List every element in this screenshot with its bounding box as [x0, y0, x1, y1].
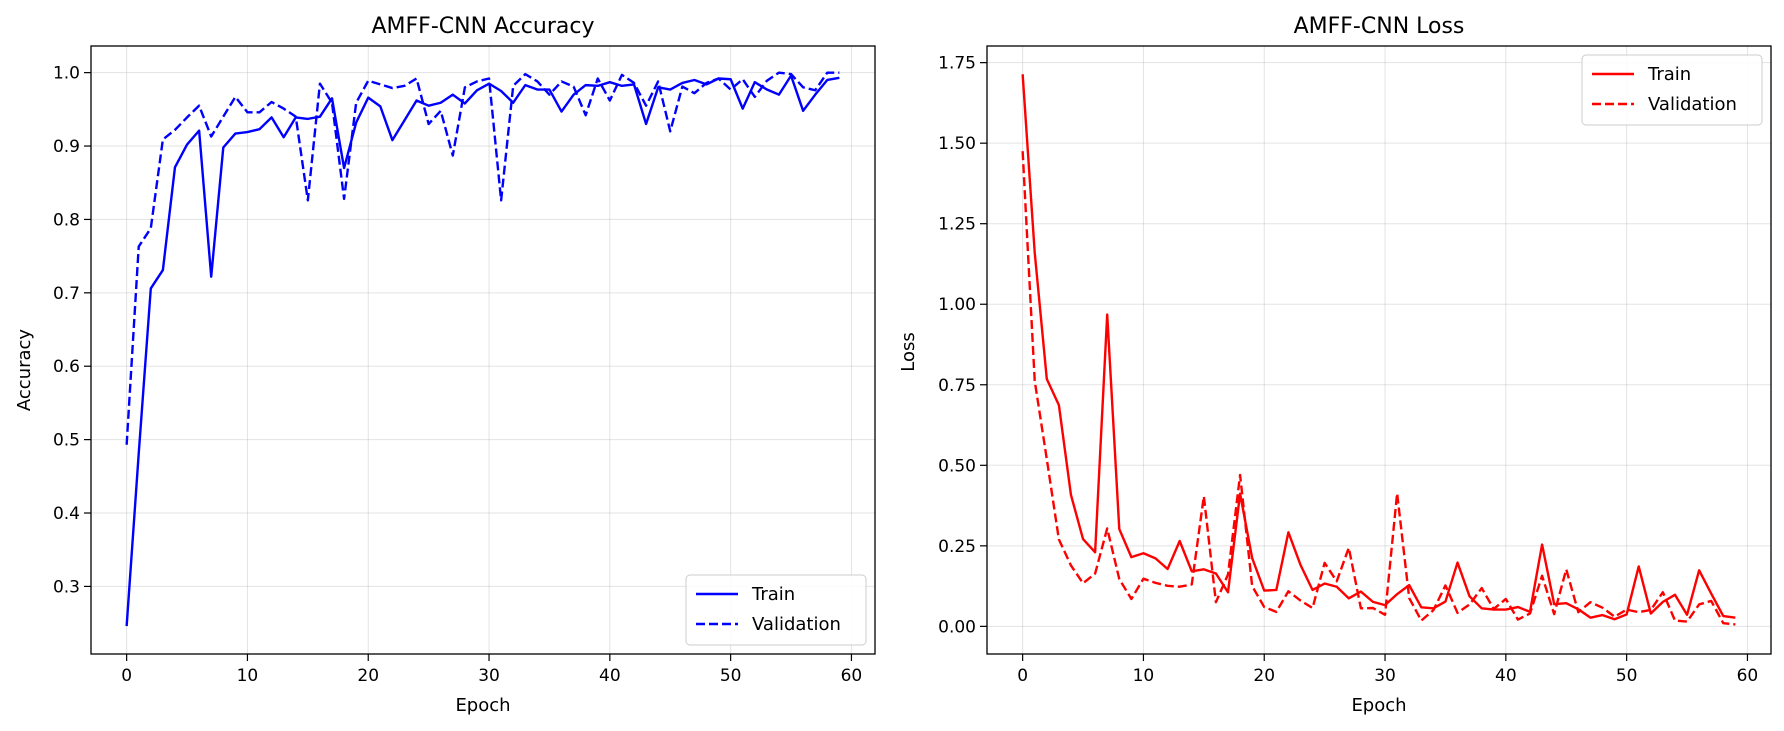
accuracy-y-tick-label: 0.8 [53, 210, 80, 230]
loss-y-tick-label: 0.50 [938, 456, 976, 476]
loss-y-tick-label: 0.25 [938, 537, 976, 557]
accuracy-legend-box [685, 574, 867, 646]
loss-x-axis-label: Epoch [1351, 695, 1406, 716]
accuracy-legend-label-train: Train [751, 584, 795, 605]
loss-y-tick-label: 1.00 [938, 295, 976, 315]
loss-legend-label-train: Train [1647, 64, 1691, 85]
accuracy-x-tick-label: 50 [720, 666, 742, 686]
accuracy-y-tick-label: 0.3 [53, 577, 80, 597]
accuracy-chart-title: AMFF-CNN Accuracy [372, 14, 595, 39]
loss-x-tick-label: 10 [1133, 666, 1155, 686]
accuracy-legend-label-validation: Validation [752, 614, 841, 635]
accuracy-x-tick-label: 20 [357, 666, 379, 686]
loss-chart: AMFF-CNN Loss Epoch Loss 0 10 20 30 40 50 60 0.… [898, 14, 1772, 716]
accuracy-x-tick-label: 30 [478, 666, 500, 686]
accuracy-axes-frame [90, 45, 876, 655]
accuracy-y-tick-label: 0.4 [53, 504, 80, 524]
loss-x-tick-label: 50 [1616, 666, 1638, 686]
loss-y-axis-label: Loss [898, 332, 919, 371]
loss-legend: Train Validation [1581, 54, 1763, 126]
accuracy-chart: AMFF-CNN Accuracy Epoch Accuracy 0 10 20 30… [14, 14, 876, 716]
loss-axes-frame [986, 45, 1772, 655]
loss-y-tick-label: 1.50 [938, 134, 976, 154]
accuracy-x-tick-label: 10 [237, 666, 259, 686]
accuracy-y-tick-label: 0.6 [53, 357, 80, 377]
loss-ticks: 0 10 20 30 40 50 60 0.00 0.25 0.50 0.75 1.00 1.25 1.5… [938, 54, 1758, 686]
loss-x-tick-label: 60 [1737, 666, 1759, 686]
loss-legend-label-validation: Validation [1648, 94, 1737, 115]
accuracy-ticks: 0 10 20 30 40 50 60 0.3 0.4 0.5 0.6 0.7 0.8 0.9 1.0 [53, 64, 862, 686]
accuracy-y-axis-label: Accuracy [14, 329, 35, 412]
accuracy-grid [91, 46, 875, 654]
loss-x-tick-label: 30 [1374, 666, 1396, 686]
loss-legend-box [1581, 54, 1763, 126]
accuracy-x-tick-label: 40 [599, 666, 621, 686]
loss-chart-title: AMFF-CNN Loss [1294, 14, 1465, 39]
loss-y-tick-label: 0.00 [938, 617, 976, 637]
accuracy-x-axis-label: Epoch [455, 695, 510, 716]
accuracy-train-line [125, 74, 840, 627]
loss-x-tick-label: 0 [1017, 666, 1028, 686]
loss-x-tick-label: 40 [1495, 666, 1517, 686]
accuracy-y-tick-label: 1.0 [53, 64, 80, 84]
loss-y-tick-label: 0.75 [938, 376, 976, 396]
loss-y-tick-label: 1.25 [938, 215, 976, 235]
accuracy-y-tick-label: 0.5 [53, 431, 80, 451]
accuracy-x-tick-label: 0 [121, 666, 132, 686]
accuracy-x-tick-label: 60 [841, 666, 863, 686]
loss-x-tick-label: 20 [1253, 666, 1275, 686]
loss-y-tick-label: 1.75 [938, 54, 976, 74]
loss-train-line [1021, 74, 1736, 621]
accuracy-legend: Train Validation [685, 574, 867, 646]
accuracy-validation-line [125, 71, 840, 445]
accuracy-y-tick-label: 0.7 [53, 284, 80, 304]
loss-grid [987, 46, 1771, 654]
accuracy-y-tick-label: 0.9 [53, 137, 80, 157]
